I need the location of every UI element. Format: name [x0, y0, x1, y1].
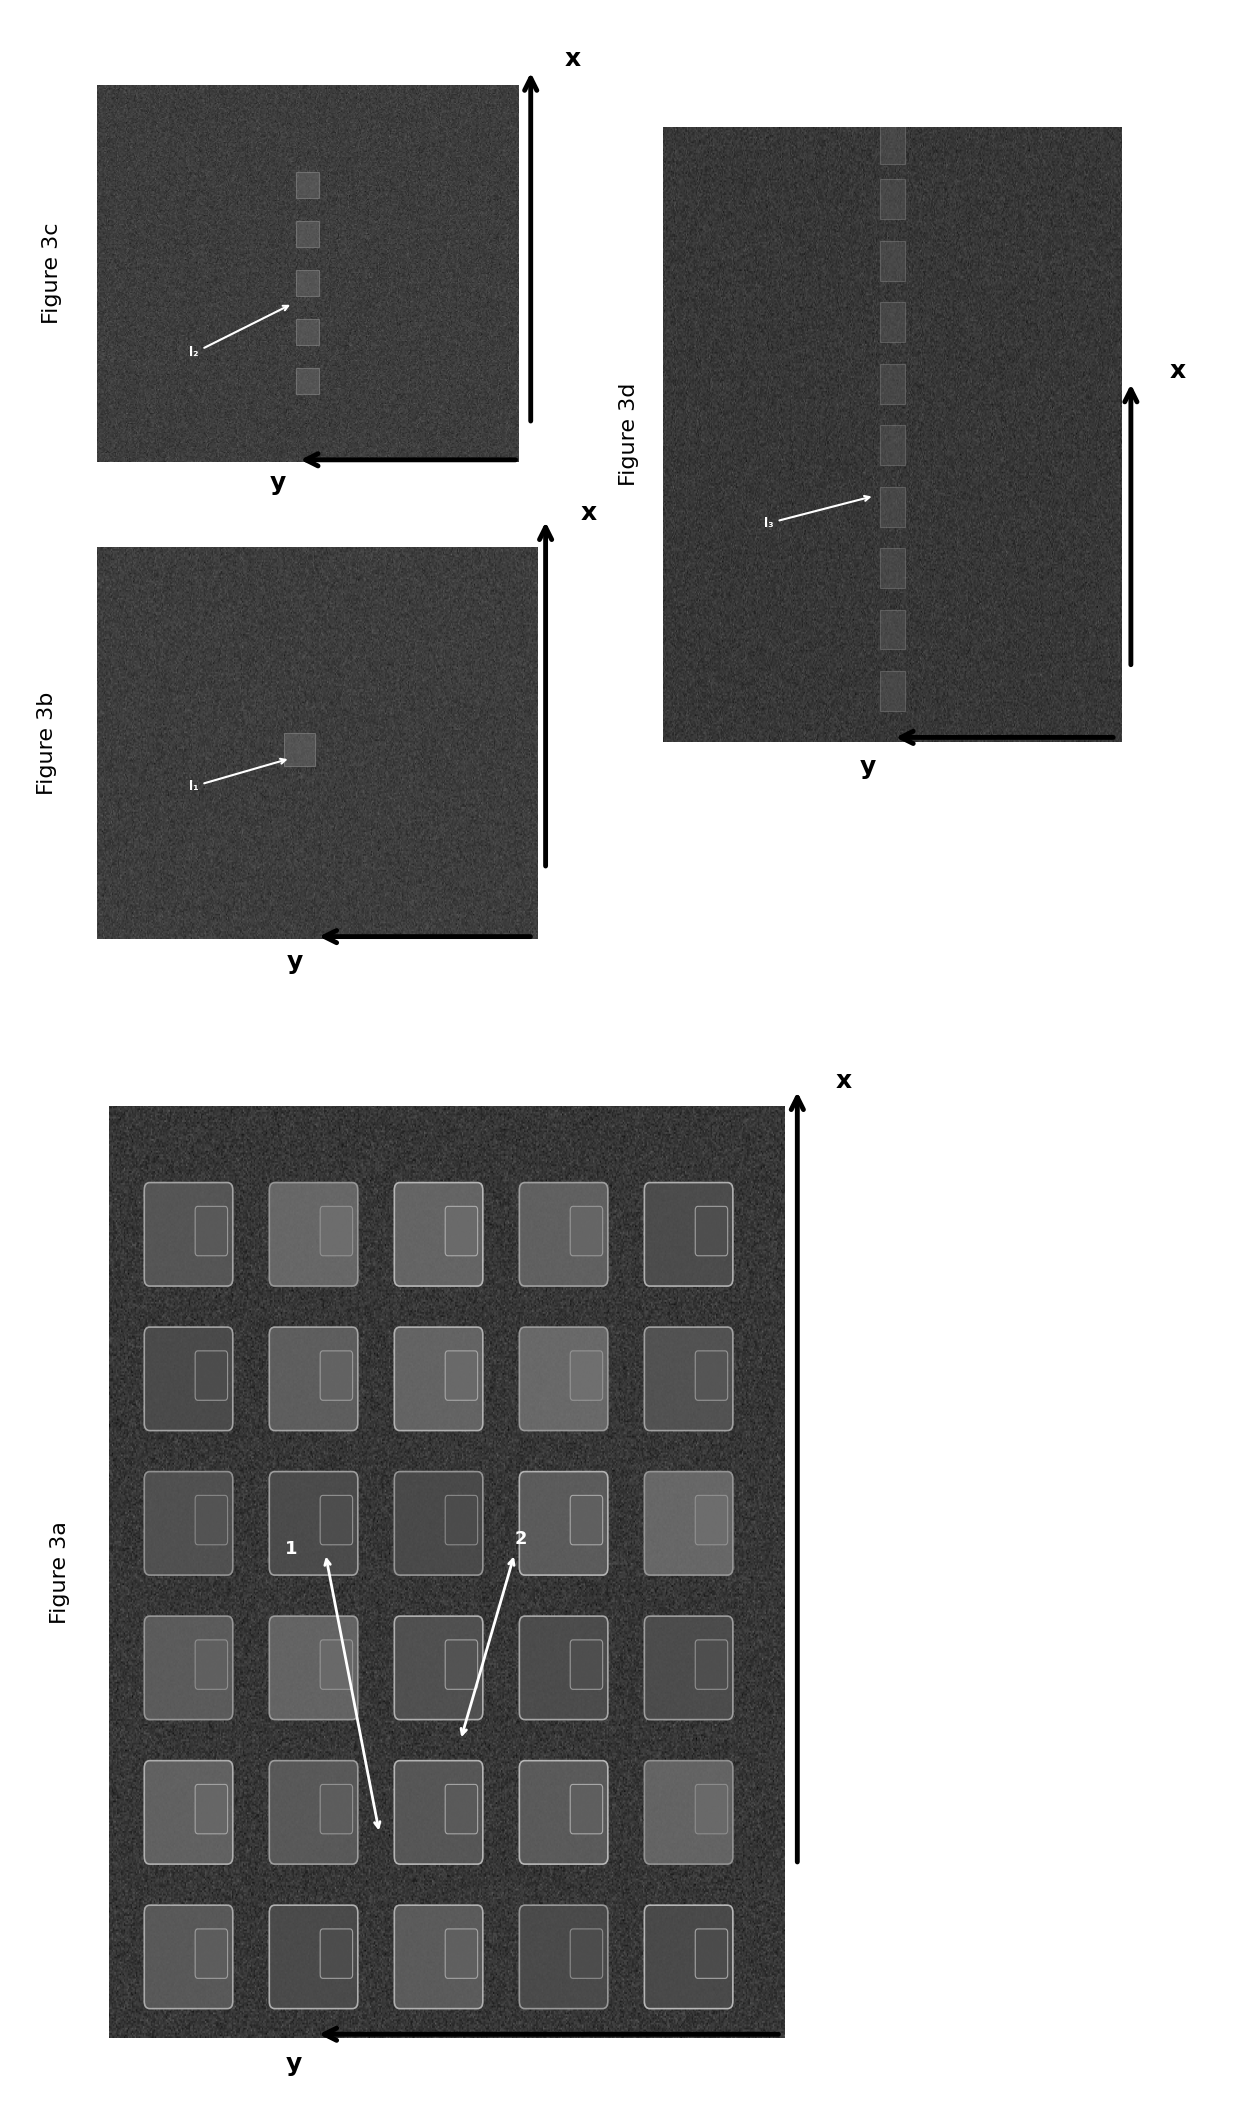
FancyBboxPatch shape — [144, 1905, 233, 2009]
Bar — [880, 610, 905, 648]
Bar — [296, 220, 319, 248]
Text: y: y — [285, 2051, 303, 2077]
Text: l₃: l₃ — [764, 496, 869, 530]
FancyBboxPatch shape — [696, 1928, 728, 1979]
FancyBboxPatch shape — [320, 1352, 352, 1401]
FancyBboxPatch shape — [445, 1206, 477, 1257]
FancyBboxPatch shape — [269, 1182, 358, 1286]
FancyBboxPatch shape — [570, 1206, 603, 1257]
FancyBboxPatch shape — [520, 1182, 608, 1286]
FancyBboxPatch shape — [445, 1496, 477, 1545]
FancyBboxPatch shape — [269, 1471, 358, 1574]
Bar — [880, 549, 905, 587]
FancyBboxPatch shape — [445, 1928, 477, 1979]
FancyBboxPatch shape — [696, 1784, 728, 1833]
Bar — [880, 672, 905, 710]
Bar — [284, 733, 315, 767]
FancyBboxPatch shape — [570, 1352, 603, 1401]
FancyBboxPatch shape — [520, 1761, 608, 1865]
Text: 2: 2 — [515, 1530, 527, 1549]
Text: Figure 3d: Figure 3d — [619, 384, 639, 485]
FancyBboxPatch shape — [195, 1928, 228, 1979]
FancyBboxPatch shape — [696, 1352, 728, 1401]
Text: x: x — [835, 1068, 852, 1093]
FancyBboxPatch shape — [195, 1784, 228, 1833]
FancyBboxPatch shape — [195, 1640, 228, 1689]
FancyBboxPatch shape — [394, 1182, 482, 1286]
Text: Figure 3c: Figure 3c — [42, 222, 62, 324]
FancyBboxPatch shape — [645, 1182, 733, 1286]
FancyBboxPatch shape — [394, 1471, 482, 1574]
Bar — [296, 269, 319, 297]
FancyBboxPatch shape — [320, 1496, 352, 1545]
Text: l₂: l₂ — [190, 305, 288, 360]
Text: x: x — [580, 500, 598, 526]
FancyBboxPatch shape — [144, 1761, 233, 1865]
FancyBboxPatch shape — [320, 1784, 352, 1833]
FancyBboxPatch shape — [269, 1761, 358, 1865]
FancyBboxPatch shape — [394, 1905, 482, 2009]
FancyBboxPatch shape — [520, 1326, 608, 1430]
FancyBboxPatch shape — [269, 1905, 358, 2009]
Bar — [296, 318, 319, 345]
Text: l₁: l₁ — [190, 759, 285, 793]
FancyBboxPatch shape — [645, 1905, 733, 2009]
FancyBboxPatch shape — [144, 1471, 233, 1574]
FancyBboxPatch shape — [144, 1182, 233, 1286]
FancyBboxPatch shape — [645, 1617, 733, 1721]
Text: x: x — [564, 47, 582, 72]
Text: y: y — [859, 754, 877, 780]
FancyBboxPatch shape — [520, 1471, 608, 1574]
Bar — [880, 426, 905, 464]
FancyBboxPatch shape — [269, 1617, 358, 1721]
Bar — [880, 303, 905, 341]
FancyBboxPatch shape — [570, 1784, 603, 1833]
FancyBboxPatch shape — [394, 1617, 482, 1721]
FancyBboxPatch shape — [394, 1326, 482, 1430]
Text: y: y — [269, 470, 286, 496]
FancyBboxPatch shape — [570, 1928, 603, 1979]
Bar — [880, 364, 905, 403]
FancyBboxPatch shape — [144, 1326, 233, 1430]
FancyBboxPatch shape — [696, 1206, 728, 1257]
FancyBboxPatch shape — [570, 1496, 603, 1545]
Bar — [880, 242, 905, 280]
FancyBboxPatch shape — [144, 1617, 233, 1721]
FancyBboxPatch shape — [445, 1640, 477, 1689]
FancyBboxPatch shape — [195, 1206, 228, 1257]
FancyBboxPatch shape — [269, 1326, 358, 1430]
FancyBboxPatch shape — [445, 1352, 477, 1401]
Text: 1: 1 — [285, 1541, 298, 1557]
Bar — [880, 180, 905, 220]
Bar — [296, 369, 319, 394]
FancyBboxPatch shape — [645, 1471, 733, 1574]
Bar — [880, 487, 905, 526]
Text: x: x — [1169, 358, 1187, 384]
FancyBboxPatch shape — [445, 1784, 477, 1833]
FancyBboxPatch shape — [394, 1761, 482, 1865]
FancyBboxPatch shape — [195, 1352, 228, 1401]
FancyBboxPatch shape — [320, 1206, 352, 1257]
FancyBboxPatch shape — [570, 1640, 603, 1689]
FancyBboxPatch shape — [520, 1905, 608, 2009]
FancyBboxPatch shape — [320, 1928, 352, 1979]
FancyBboxPatch shape — [195, 1496, 228, 1545]
FancyBboxPatch shape — [645, 1761, 733, 1865]
FancyBboxPatch shape — [696, 1496, 728, 1545]
Bar — [880, 125, 905, 163]
Text: y: y — [286, 949, 304, 975]
FancyBboxPatch shape — [696, 1640, 728, 1689]
FancyBboxPatch shape — [520, 1617, 608, 1721]
FancyBboxPatch shape — [320, 1640, 352, 1689]
FancyBboxPatch shape — [645, 1326, 733, 1430]
Text: Figure 3a: Figure 3a — [50, 1521, 69, 1623]
Bar — [296, 172, 319, 197]
Text: Figure 3b: Figure 3b — [37, 693, 57, 795]
